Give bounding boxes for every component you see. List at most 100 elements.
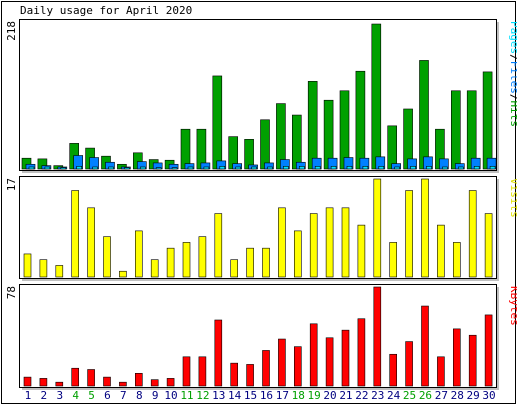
bar-visits-day-18: [293, 230, 302, 278]
day-label-20: 20: [323, 389, 336, 402]
series-kbytes: [23, 286, 493, 387]
bar-visits-day-16: [262, 247, 270, 278]
y-max-label: 17: [5, 178, 18, 191]
day-label-19: 19: [308, 389, 321, 402]
bar-visits-day-13: [214, 213, 223, 278]
y-max-label: 218: [5, 21, 18, 41]
bar-pages-day-16: [267, 166, 273, 170]
panel-frame: [19, 19, 497, 171]
bar-pages-day-28: [457, 166, 464, 170]
bar-pages-day-7: [124, 167, 130, 170]
bar-kbytes-day-13: [214, 319, 223, 387]
day-label-2: 2: [41, 389, 48, 402]
day-label-15: 15: [244, 389, 257, 402]
bar-hits-day-19: [307, 81, 318, 170]
series-pages: [28, 166, 496, 170]
bar-visits-day-22: [357, 224, 366, 278]
bar-visits-day-29: [468, 190, 477, 278]
bar-kbytes-day-6: [103, 376, 111, 387]
day-label-9: 9: [152, 389, 159, 402]
bar-pages-day-13: [219, 166, 226, 170]
bar-kbytes-day-15: [246, 364, 254, 387]
bar-pages-day-1: [28, 166, 35, 170]
bar-pages-day-12: [203, 166, 210, 170]
bar-pages-day-18: [298, 166, 305, 170]
bar-pages-day-4: [76, 166, 82, 170]
day-label-5: 5: [88, 389, 95, 402]
day-label-21: 21: [339, 389, 352, 402]
day-label-11: 11: [180, 389, 193, 402]
bar-kbytes-day-22: [357, 318, 366, 387]
panel-frame: [19, 284, 497, 388]
bar-visits-day-3: [55, 265, 64, 278]
bar-visits-day-9: [150, 259, 159, 278]
bar-kbytes-day-9: [150, 379, 159, 387]
bar-hits-day-26: [419, 60, 429, 170]
bar-hits-day-24: [387, 125, 398, 170]
bar-kbytes-day-23: [373, 286, 382, 387]
series-legend-label: Visits: [508, 178, 517, 218]
day-label-1: 1: [25, 389, 32, 402]
bar-pages-day-29: [473, 166, 480, 170]
legend-part-hits: Hits: [508, 101, 517, 128]
day-label-12: 12: [196, 389, 209, 402]
bar-kbytes-day-1: [23, 376, 32, 387]
bar-hits-day-23: [371, 23, 382, 170]
series-visits: [23, 178, 493, 278]
bar-visits-day-6: [103, 236, 111, 278]
bar-visits-day-15: [246, 247, 254, 278]
bar-pages-day-10: [171, 167, 178, 170]
day-label-6: 6: [104, 389, 111, 402]
bar-pages-day-30: [489, 166, 496, 170]
day-label-27: 27: [435, 389, 448, 402]
outer-border: [1, 1, 516, 404]
day-label-10: 10: [164, 389, 177, 402]
legend-part-pages: Pages: [508, 21, 517, 54]
bar-kbytes-day-12: [198, 356, 207, 387]
day-label-16: 16: [260, 389, 273, 402]
day-label-22: 22: [355, 389, 368, 402]
visits-panel: 17 Visits: [5, 176, 517, 281]
day-label-24: 24: [387, 389, 401, 402]
bar-visits-day-8: [135, 230, 143, 278]
bar-hits-day-15: [244, 139, 254, 170]
bar-pages-day-11: [187, 166, 194, 170]
bar-visits-day-1: [23, 253, 32, 278]
bar-kbytes-day-24: [389, 353, 398, 387]
bar-kbytes-day-30: [484, 314, 493, 387]
bar-kbytes-day-10: [166, 378, 175, 387]
bar-kbytes-day-29: [468, 334, 477, 387]
bar-kbytes-day-27: [437, 356, 445, 387]
y-max-label: 78: [5, 286, 18, 299]
bar-hits-day-22: [355, 70, 366, 170]
bar-visits-day-20: [325, 207, 334, 278]
panel-frame: [19, 176, 497, 279]
series-legend-label: Pages/Files/Hits: [508, 21, 517, 127]
legend-part-slash: /: [508, 94, 517, 101]
legend-part-slash: /: [508, 54, 517, 61]
day-label-4: 4: [72, 389, 79, 402]
day-label-3: 3: [56, 389, 63, 402]
hits-files-pages-panel: 218 Pages/Files/Hits: [5, 19, 517, 173]
day-label-13: 13: [212, 389, 225, 402]
bar-kbytes-day-26: [421, 305, 429, 387]
day-label-7: 7: [120, 389, 127, 402]
bar-visits-day-25: [405, 190, 413, 278]
bar-kbytes-day-11: [182, 356, 191, 387]
x-axis-day-labels: 1 2 3 4 5 6 7 8 9 10 11 12 13 14 15 16 17 18 19 20 21 22 23 24 2…: [25, 389, 496, 402]
bar-pages-day-17: [283, 166, 289, 170]
day-label-14: 14: [228, 389, 242, 402]
day-label-8: 8: [136, 389, 143, 402]
bar-kbytes-day-19: [309, 323, 318, 387]
bar-pages-day-6: [108, 166, 114, 170]
day-label-18: 18: [292, 389, 305, 402]
bar-pages-day-22: [362, 166, 369, 170]
bar-visits-day-17: [278, 207, 286, 278]
bar-visits-day-28: [452, 242, 461, 278]
bar-visits-day-23: [373, 178, 382, 278]
bar-visits-day-14: [230, 259, 238, 278]
bar-pages-day-23: [378, 166, 385, 170]
series-legend-label: KBytes: [508, 286, 517, 326]
bar-hits-day-29: [466, 90, 477, 170]
